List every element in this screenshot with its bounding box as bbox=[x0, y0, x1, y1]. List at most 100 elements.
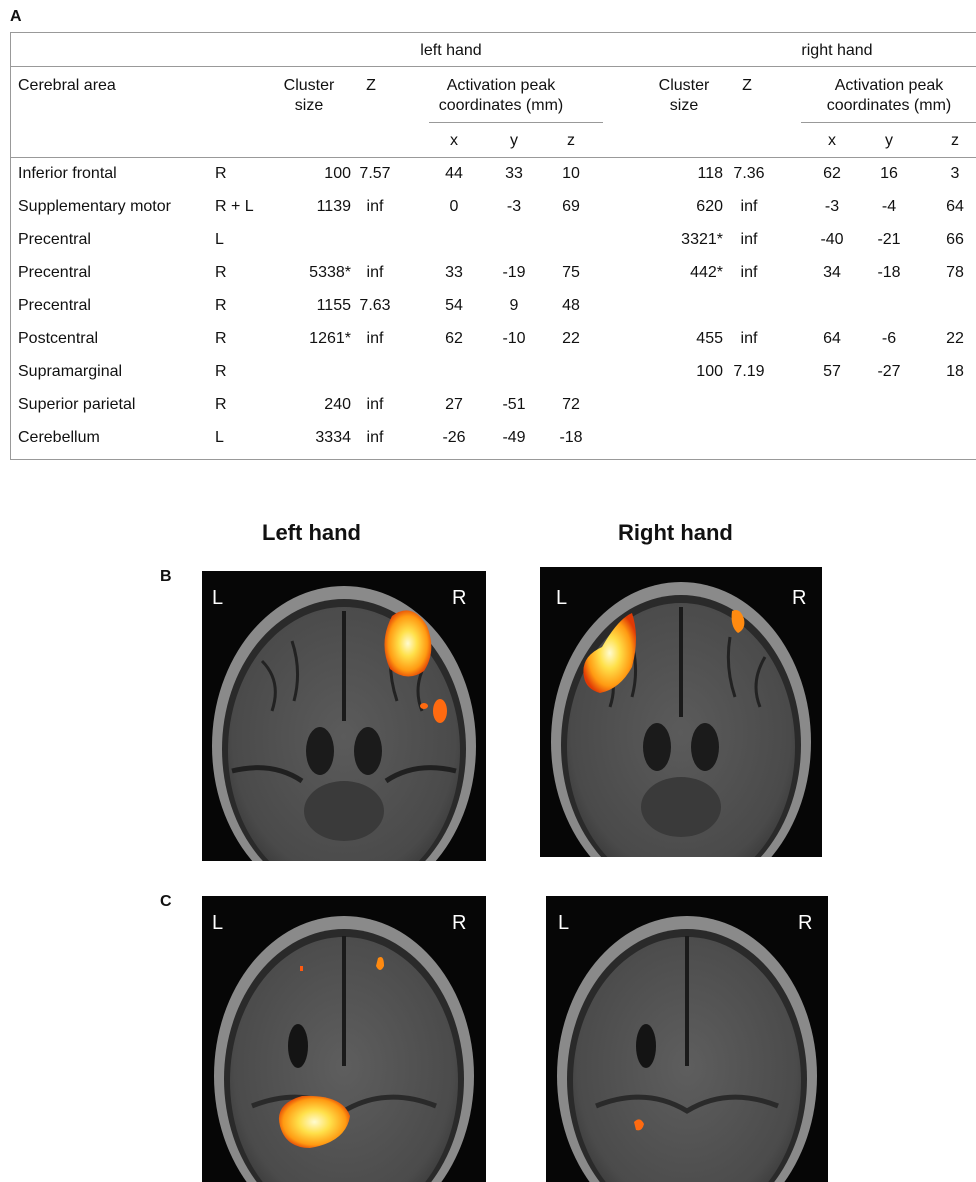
header-right-peak-2: coordinates (mm) bbox=[826, 97, 952, 114]
header-right-z: Z bbox=[742, 77, 752, 94]
cell-right-z: inf bbox=[740, 330, 758, 347]
cell-right-y: 16 bbox=[880, 165, 898, 182]
cell-side: L bbox=[215, 231, 224, 248]
cell-area: Postcentral bbox=[18, 330, 99, 347]
peak-rule-left bbox=[429, 122, 603, 123]
cell-left-y: -3 bbox=[506, 198, 522, 215]
cell-left-y: -19 bbox=[502, 264, 526, 281]
cell-right-zc: 78 bbox=[946, 264, 964, 281]
cell-side: R bbox=[215, 363, 227, 380]
cell-right-z: inf bbox=[740, 198, 758, 215]
cell-left-x: 33 bbox=[445, 264, 463, 281]
cell-right-y: -4 bbox=[881, 198, 897, 215]
cell-left-cluster: 5338* bbox=[309, 264, 351, 281]
panel-label-b: B bbox=[160, 568, 172, 585]
cell-left-zc: 10 bbox=[562, 165, 580, 182]
header-right-peak-1: Activation peak bbox=[834, 77, 944, 94]
cell-left-zc: 75 bbox=[562, 264, 580, 281]
mri-b-right-image bbox=[551, 582, 811, 857]
cell-side: R bbox=[215, 297, 227, 314]
cell-right-cluster: 118 bbox=[697, 165, 723, 182]
cell-side: R bbox=[215, 165, 227, 182]
panel-label-c: C bbox=[160, 893, 172, 910]
header-left-cluster-2: size bbox=[294, 97, 324, 114]
header-right-y: y bbox=[885, 132, 893, 149]
cell-left-z: 7.57 bbox=[359, 165, 391, 182]
cell-right-z: inf bbox=[740, 264, 758, 281]
cell-left-z: inf bbox=[366, 429, 384, 446]
side-label-l: L bbox=[212, 912, 224, 934]
cell-right-zc: 3 bbox=[950, 165, 960, 182]
cell-area: Cerebellum bbox=[18, 429, 100, 446]
cell-left-x: 27 bbox=[445, 396, 463, 413]
cell-left-y: 9 bbox=[509, 297, 519, 314]
cell-right-x: 34 bbox=[823, 264, 841, 281]
cell-left-x: 0 bbox=[449, 198, 459, 215]
header-right-cluster-1: Cluster bbox=[658, 77, 710, 94]
cell-right-x: 57 bbox=[823, 363, 841, 380]
header-left-peak-2: coordinates (mm) bbox=[438, 97, 564, 114]
group-right-hand: right hand bbox=[801, 42, 873, 59]
cell-area: Precentral bbox=[18, 231, 91, 248]
cell-side: R + L bbox=[215, 198, 254, 215]
cell-left-cluster: 100 bbox=[324, 165, 351, 182]
cell-right-y: -21 bbox=[877, 231, 901, 248]
cell-left-z: inf bbox=[366, 198, 384, 215]
cell-left-z: inf bbox=[366, 264, 384, 281]
mri-c-left-image bbox=[214, 916, 474, 1182]
header-right-x: x bbox=[828, 132, 836, 149]
cell-left-cluster: 1155 bbox=[316, 297, 351, 314]
side-label-r: R bbox=[792, 587, 807, 609]
left-hand-title: Left hand bbox=[262, 520, 361, 545]
cell-left-y: -10 bbox=[502, 330, 526, 347]
cell-left-zc: 69 bbox=[562, 198, 580, 215]
header-left-z: Z bbox=[366, 77, 376, 94]
cell-right-cluster: 442* bbox=[690, 264, 723, 281]
header-left-y: y bbox=[510, 132, 518, 149]
cell-left-z: inf bbox=[366, 330, 384, 347]
cell-right-zc: 66 bbox=[946, 231, 964, 248]
header-left-zc: z bbox=[567, 132, 575, 149]
cell-left-zc: 72 bbox=[562, 396, 580, 413]
cell-area: Precentral bbox=[18, 264, 91, 281]
cell-right-x: 62 bbox=[823, 165, 841, 182]
cell-side: R bbox=[215, 330, 227, 347]
mri-c-left-hand: L R bbox=[202, 896, 486, 1182]
cell-right-zc: 22 bbox=[946, 330, 964, 347]
cell-side: R bbox=[215, 264, 227, 281]
mri-c-right-image bbox=[557, 916, 817, 1182]
cell-side: R bbox=[215, 396, 227, 413]
cell-left-zc: 22 bbox=[562, 330, 580, 347]
group-left-hand: left hand bbox=[420, 42, 482, 59]
cell-left-y: -51 bbox=[502, 396, 526, 413]
cell-right-cluster: 620 bbox=[696, 198, 723, 215]
cell-area: Superior parietal bbox=[18, 396, 136, 413]
cell-right-y: -18 bbox=[877, 264, 901, 281]
cell-area: Supplementary motor bbox=[18, 198, 171, 215]
cell-left-x: 62 bbox=[445, 330, 463, 347]
peak-rule-right bbox=[801, 122, 976, 123]
cell-left-zc: -18 bbox=[559, 429, 583, 446]
mri-b-left-hand: L R bbox=[202, 571, 486, 861]
cell-right-z: 7.19 bbox=[733, 363, 765, 380]
header-cerebral-area: Cerebral area bbox=[18, 77, 116, 94]
cell-right-x: -40 bbox=[820, 231, 844, 248]
side-label-l: L bbox=[558, 912, 570, 934]
header-rule-top bbox=[11, 66, 976, 67]
cell-right-x: 64 bbox=[823, 330, 841, 347]
header-right-cluster-2: size bbox=[669, 97, 699, 114]
header-left-cluster-1: Cluster bbox=[283, 77, 335, 94]
cell-left-z: inf bbox=[366, 396, 384, 413]
panel-label-a: A bbox=[10, 8, 22, 25]
right-hand-title: Right hand bbox=[618, 520, 733, 545]
cell-right-zc: 64 bbox=[946, 198, 964, 215]
mri-b-left-image bbox=[212, 586, 476, 861]
cell-right-cluster: 3321* bbox=[681, 231, 723, 248]
cell-right-z: inf bbox=[740, 231, 758, 248]
cell-right-y: -27 bbox=[877, 363, 901, 380]
cell-left-cluster: 240 bbox=[324, 396, 351, 413]
cell-area: Precentral bbox=[18, 297, 91, 314]
cell-area: Supramarginal bbox=[18, 363, 123, 380]
mri-b-right-hand: L R bbox=[540, 567, 822, 857]
side-label-r: R bbox=[452, 587, 467, 609]
